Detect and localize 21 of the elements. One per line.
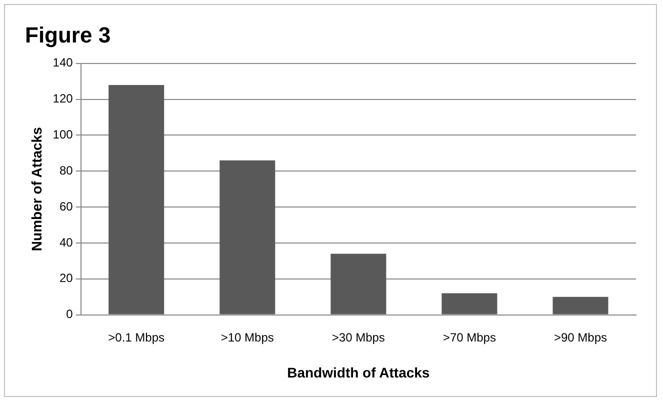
y-tick-label: 140 <box>52 56 74 70</box>
x-tick-label: >70 Mbps <box>442 330 496 344</box>
x-tick-label: >30 Mbps <box>332 330 385 344</box>
x-axis-title: Bandwidth of Attacks <box>287 364 430 380</box>
bar <box>552 296 608 314</box>
y-tick-label: 60 <box>59 199 74 214</box>
x-tick-label: >10 Mbps <box>220 330 274 344</box>
x-tick-label: >90 Mbps <box>554 330 608 344</box>
y-tick-label: 80 <box>59 163 74 178</box>
bar <box>330 254 386 314</box>
chart-title: Figure 3 <box>25 22 111 48</box>
y-tick-label: 100 <box>52 128 74 142</box>
bar <box>108 84 164 314</box>
y-axis-title: Number of Attacks <box>28 126 44 252</box>
bar <box>220 160 276 314</box>
bar <box>442 293 498 314</box>
x-tick-label: >0.1 Mbps <box>108 330 165 344</box>
y-tick-label: 0 <box>66 307 74 322</box>
y-tick-label: 40 <box>59 235 74 250</box>
y-tick-label: 20 <box>59 271 74 286</box>
y-tick-label: 120 <box>52 92 74 106</box>
